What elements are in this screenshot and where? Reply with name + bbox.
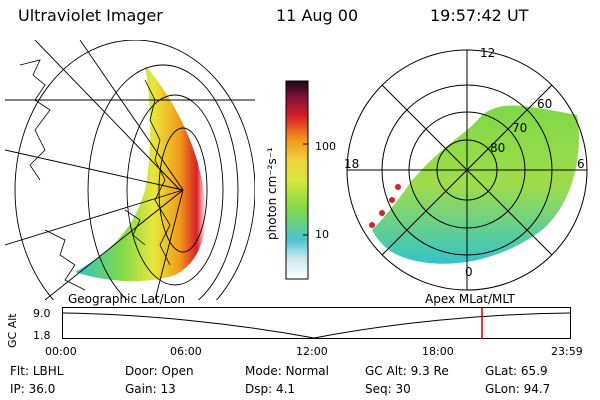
status-ip: IP: 36.0 [10,382,56,396]
time-tick-2359: 23:59 [551,345,583,358]
altitude-tick-9: 9.0 [33,307,51,320]
mlat-label-80: 80 [490,141,506,155]
geographic-panel-label: Geographic Lat/Lon [68,292,186,306]
mlat-label-70: 70 [512,121,528,135]
time-tick-1800: 18:00 [422,345,454,358]
instrument-title: Ultraviolet Imager [18,6,163,25]
mlt-label-12: 12 [480,46,496,60]
status-mode: Mode: Normal [245,364,329,378]
colorbar-tick-100: 100 [315,140,336,153]
mlt-label-0: 0 [465,265,473,279]
intensity-colorbar [285,80,309,280]
colorbar-tick-10: 10 [315,228,329,241]
status-seq: Seq: 30 [365,382,411,396]
status-dsp: Dsp: 4.1 [245,382,296,396]
altitude-curve [62,312,571,339]
image-time: 19:57:42 UT [430,6,529,25]
time-tick-0000: 00:00 [45,345,77,358]
mlt-label-6: 6 [577,157,585,171]
polar-mlt-plot [346,49,588,291]
status-glat: GLat: 65.9 [485,364,548,378]
mlt-label-18: 18 [344,157,360,171]
mlat-label-60: 60 [537,97,553,111]
status-gain: Gain: 13 [125,382,176,396]
colorbar-unit-label: photon cm⁻²s⁻¹ [265,147,279,240]
altitude-tick-1-8: 1.8 [33,329,51,342]
status-door: Door: Open [125,364,194,378]
aurora-oval-right [372,105,579,264]
apex-panel-label: Apex MLat/MLT [425,292,515,306]
status-glon: GLon: 94.7 [485,382,551,396]
status-gc-alt: GC Alt: 9.3 Re [365,364,449,378]
altitude-strip-plot [62,307,571,339]
geographic-image [5,40,255,300]
status-flt: Flt: LBHL [10,364,64,378]
time-tick-1200: 12:00 [296,345,328,358]
time-tick-0600: 06:00 [170,345,202,358]
altitude-axis-label: GC Alt [6,313,19,348]
image-date: 11 Aug 00 [276,6,359,25]
